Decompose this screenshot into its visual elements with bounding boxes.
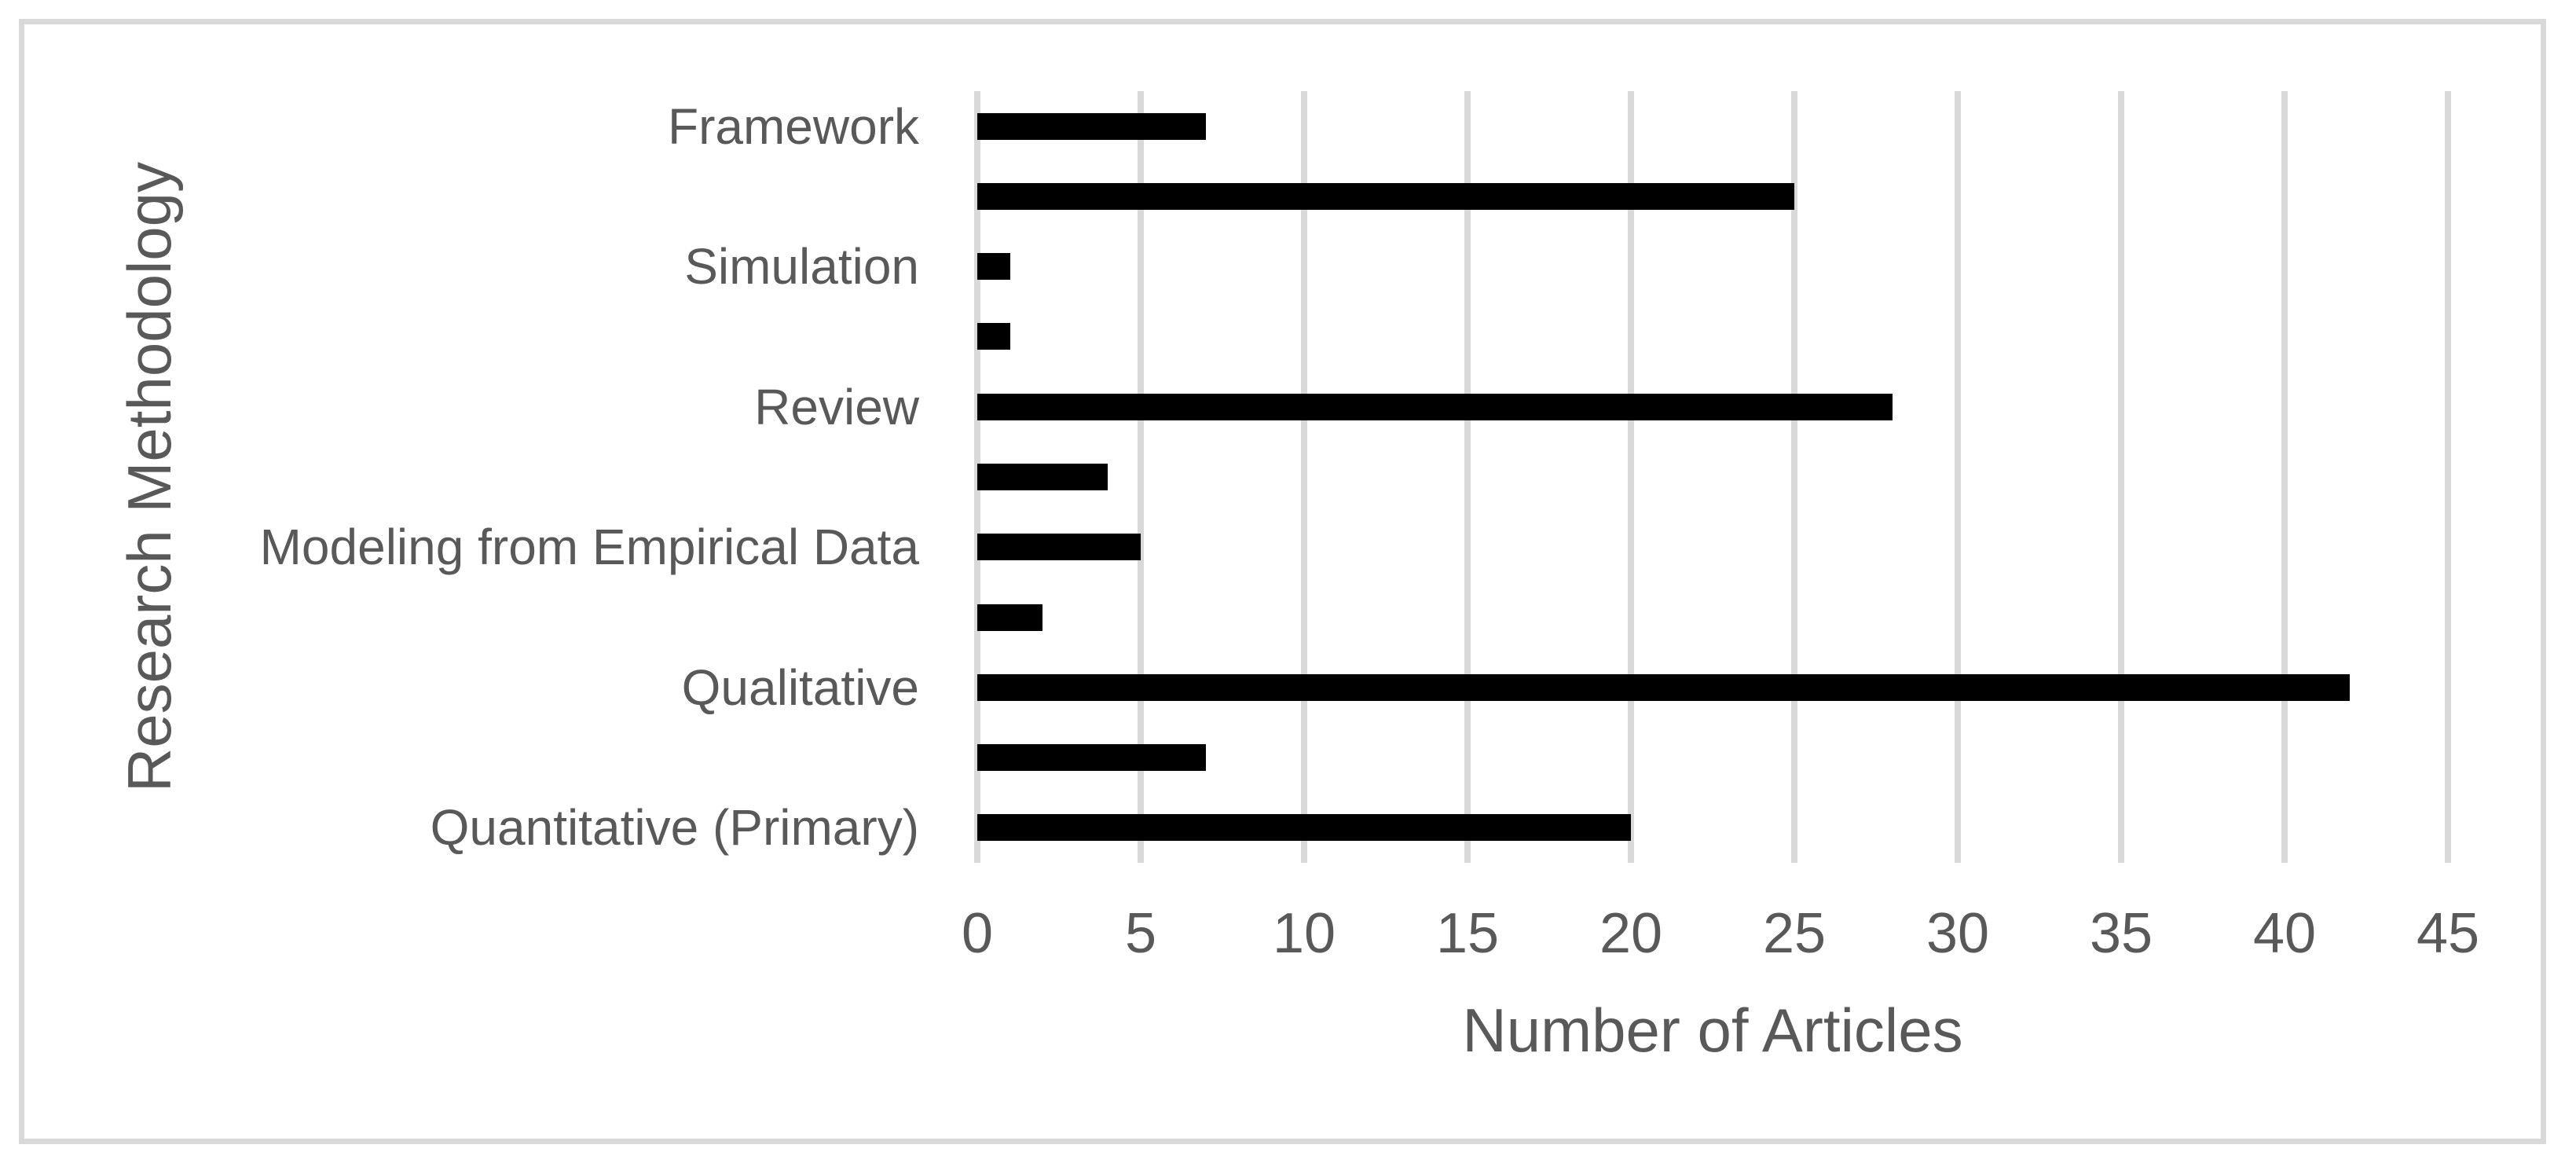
bar [977, 673, 2351, 701]
x-tick-label: 25 [1762, 902, 1827, 965]
plot-area [974, 91, 2451, 863]
x-tick-label: 5 [1124, 902, 1157, 965]
gridline [1628, 91, 1634, 863]
bar [977, 463, 1108, 490]
bar [977, 323, 1010, 350]
x-tick-label: 0 [961, 902, 994, 965]
bar [977, 534, 1141, 561]
gridline [1791, 91, 1797, 863]
x-axis-ticks: 0 5 10 15 20 25 30 35 40 45 [962, 902, 2479, 976]
bar-row [977, 372, 2448, 442]
category-label: Simulation [684, 238, 919, 295]
bar-row [977, 442, 2448, 512]
bar-row [977, 722, 2448, 792]
x-tick-label: 40 [2252, 902, 2317, 965]
bar [977, 182, 1794, 210]
bar [977, 253, 1010, 281]
bar [977, 393, 1893, 420]
bar-row [977, 302, 2448, 372]
gridline [1464, 91, 1471, 863]
category-label: Quantitative (Primary) [430, 799, 919, 857]
category-label: Review [754, 378, 919, 435]
gridline [1954, 91, 1961, 863]
bar [977, 744, 1207, 772]
gridline [1301, 91, 1307, 863]
gridline [2445, 91, 2451, 863]
bar-row [977, 232, 2448, 302]
gridline [1138, 91, 1144, 863]
bar [977, 604, 1043, 631]
x-tick-label: 35 [2089, 902, 2153, 965]
x-tick-label: 15 [1435, 902, 1500, 965]
category-label: Modeling from Empirical Data [259, 519, 919, 576]
category-label: Qualitative [681, 659, 919, 716]
bar-row [977, 161, 2448, 231]
bar [977, 112, 1207, 140]
bar-row [977, 512, 2448, 582]
x-tick-label: 30 [1926, 902, 1990, 965]
category-axis-labels: Framework Simulation Review Modeling from E… [0, 91, 919, 863]
bar-row [977, 91, 2448, 161]
gridline [2281, 91, 2288, 863]
x-axis-title: Number of Articles [1462, 996, 1963, 1065]
bar [977, 814, 1631, 842]
x-tick-label: 10 [1272, 902, 1336, 965]
bar-row [977, 582, 2448, 652]
category-label: Framework [667, 97, 919, 155]
bar-row [977, 793, 2448, 863]
x-tick-label: 20 [1599, 902, 1663, 965]
bar-row [977, 652, 2448, 722]
gridline [2118, 91, 2124, 863]
x-tick-label: 45 [2416, 902, 2480, 965]
